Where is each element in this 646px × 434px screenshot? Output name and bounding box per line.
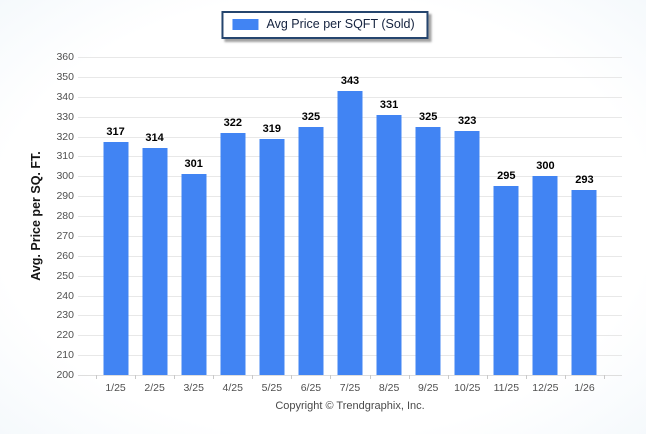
gridline: [78, 375, 622, 376]
bar: [337, 90, 363, 375]
x-axis-tick: [174, 375, 176, 379]
bar: [103, 142, 129, 375]
x-axis-tick: [330, 375, 332, 379]
x-axis-tick-label: 2/25: [144, 382, 165, 394]
x-axis-tick: [447, 375, 449, 379]
bar: [298, 126, 324, 375]
y-axis-tick-label: 320: [56, 130, 74, 143]
bar-slot: 343 7/25: [330, 57, 369, 394]
y-axis-tick-label: 220: [56, 329, 74, 342]
x-axis-tick: [135, 375, 137, 379]
bar-slot: 301 3/25: [174, 57, 213, 394]
y-axis-tick-label: 360: [56, 51, 74, 63]
x-axis-tick: [564, 375, 566, 379]
y-axis-tick-label: 350: [56, 70, 74, 83]
bar-value-label: 322: [223, 116, 242, 129]
y-axis-tick-label: 270: [56, 229, 74, 242]
x-axis-tick-label: 3/25: [183, 382, 204, 394]
bar-value-label: 300: [536, 160, 555, 173]
y-axis-tick-label: 300: [56, 170, 74, 183]
x-axis-tick-label: 1/25: [105, 382, 126, 394]
y-axis-tick-label: 230: [56, 309, 74, 322]
y-axis-tick-label: 210: [56, 349, 74, 362]
x-axis-tick-label: 9/25: [417, 382, 439, 394]
bar-slot: 331 8/25: [370, 57, 409, 394]
bar: [220, 132, 246, 375]
y-axis-tick-label: 240: [56, 289, 74, 302]
bar-value-label: 301: [184, 158, 203, 171]
bar-value-label: 317: [106, 126, 125, 139]
bar-value-label: 343: [340, 74, 360, 87]
x-axis-tick: [369, 375, 371, 379]
legend-swatch-icon: [232, 19, 259, 30]
bar-slot: 323 10/25: [448, 57, 487, 394]
bar: [571, 190, 597, 375]
bars-row: 317 1/25 314 2/25 301 3/25 322 4/25 319 5/25 325 6/…: [96, 57, 604, 394]
x-axis-tick-label: 8/25: [378, 382, 400, 394]
y-axis-tick-label: 340: [56, 90, 74, 103]
bar-slot: 317 1/25: [96, 57, 135, 394]
bar: [454, 130, 480, 375]
y-axis-tick-label: 200: [56, 369, 74, 381]
bar-slot: 300 12/25: [526, 57, 565, 394]
bar: [532, 176, 558, 375]
bar: [376, 114, 402, 375]
bar-value-label: 331: [379, 98, 399, 111]
x-axis-tick: [96, 375, 97, 379]
x-axis-tick-label: 10/25: [454, 382, 481, 394]
bar: [259, 138, 285, 375]
bar-slot: 325 6/25: [291, 57, 330, 394]
gridline: [78, 57, 622, 58]
bar-value-label: 295: [497, 170, 516, 183]
x-axis-tick-label: 6/25: [300, 382, 322, 394]
x-axis-tick: [252, 375, 254, 379]
bar-slot: 319 5/25: [252, 57, 291, 394]
bar-value-label: 325: [301, 110, 321, 123]
bar: [181, 174, 207, 375]
copyright-text: Copyright © Trendgraphix, Inc.: [275, 400, 425, 412]
x-axis-tick: [291, 375, 293, 379]
bar: [142, 148, 168, 375]
gridline: [78, 76, 622, 78]
bar-value-label: 293: [575, 174, 594, 187]
bar-value-label: 319: [262, 122, 282, 135]
bar: [493, 186, 519, 375]
x-axis-tick-label: 12/25: [532, 382, 559, 394]
bar-slot: 314 2/25: [135, 57, 174, 394]
y-axis-tick-label: 290: [56, 190, 74, 203]
y-axis-tick-label: 330: [56, 110, 74, 123]
x-axis-tick: [213, 375, 215, 379]
y-axis-tick-label: 250: [56, 269, 74, 282]
bar-slot: 295 11/25: [487, 57, 526, 394]
x-axis-tick-label: 5/25: [261, 382, 283, 394]
bar-value-label: 325: [418, 110, 438, 123]
legend: Avg Price per SQFT (Sold): [221, 11, 429, 39]
bar-value-label: 323: [458, 114, 477, 127]
bar-slot: 325 9/25: [409, 57, 448, 394]
bar-slot: 293 1/26: [565, 57, 604, 394]
x-axis-tick: [525, 375, 527, 379]
x-axis-tick: [486, 375, 488, 379]
x-axis-tick-label: 7/25: [339, 382, 361, 394]
x-axis-tick: [604, 375, 605, 379]
legend-label: Avg Price per SQFT (Sold): [266, 17, 415, 31]
y-axis-tick-label: 310: [56, 150, 74, 163]
y-axis-tick-label: 280: [56, 210, 74, 222]
bar-value-label: 314: [145, 132, 164, 145]
bar: [415, 126, 441, 375]
x-axis-tick: [408, 375, 410, 379]
x-axis-tick-label: 11/25: [493, 382, 520, 394]
x-axis-tick-label: 4/25: [222, 382, 243, 394]
y-axis-tick-label: 260: [56, 249, 74, 262]
bar-slot: 322 4/25: [213, 57, 252, 394]
x-axis-tick-label: 1/26: [574, 382, 595, 394]
